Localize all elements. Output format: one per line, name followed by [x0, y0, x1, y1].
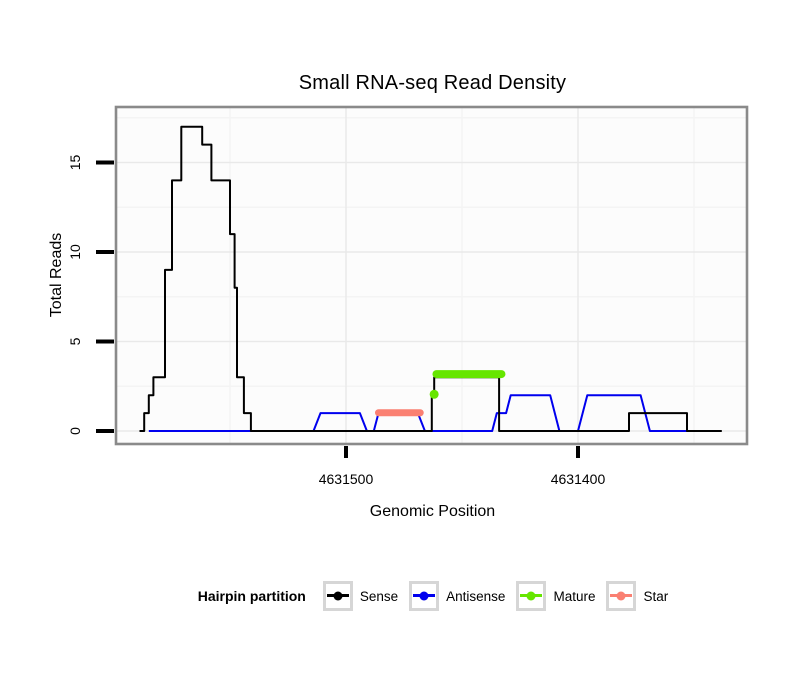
legend-entry-star: Star — [606, 581, 668, 611]
legend-label-mature: Mature — [553, 588, 596, 604]
x-tick-label: 4631400 — [551, 471, 606, 487]
y-axis-tick — [96, 339, 114, 344]
legend-key-sense-icon — [322, 581, 353, 611]
x-axis-title: Genomic Position — [369, 503, 496, 520]
x-tick-label: 4631500 — [319, 471, 374, 487]
y-tick-label: 10 — [67, 244, 83, 260]
legend-entry-antisense: Antisense — [409, 581, 505, 611]
legend-key-antisense-icon — [409, 581, 440, 611]
chart-title: Small RNA-seq Read Density — [298, 72, 567, 94]
hairpin-partition-legend: Hairpin partition Sense Antisense Mature St… — [56, 576, 810, 616]
y-tick-label: 15 — [67, 155, 83, 171]
y-axis-title: Total Reads — [48, 232, 65, 318]
x-axis-tick — [344, 446, 348, 458]
legend-key-star-icon — [606, 581, 637, 611]
plot-panel-border — [114, 105, 749, 446]
legend-label-star: Star — [643, 588, 669, 604]
legend-key-mature-icon — [516, 581, 547, 611]
legend-label-sense: Sense — [359, 588, 399, 604]
series-antisense-line — [148, 394, 715, 432]
legend-entry-sense: Sense — [322, 581, 399, 611]
legend-entry-mature: Mature — [516, 581, 595, 611]
y-tick-label: 5 — [67, 337, 83, 345]
y-axis-tick — [96, 250, 114, 254]
legend-label-antisense: Antisense — [446, 588, 506, 604]
x-axis-tick — [576, 446, 580, 458]
y-axis-tick — [96, 160, 114, 165]
y-tick-label: 0 — [67, 427, 83, 435]
y-axis-tick — [96, 429, 114, 433]
overlay-mature-point — [429, 389, 439, 399]
legend-title: Hairpin partition — [197, 588, 306, 604]
